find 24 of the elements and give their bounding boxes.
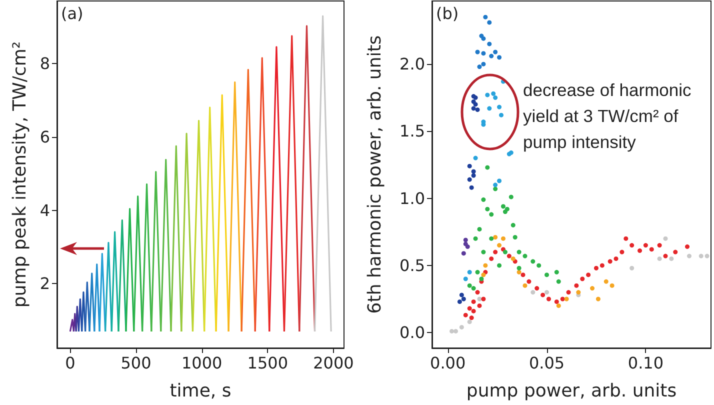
x-axis-title: time, s [170,380,232,402]
x-tick-label: 0 [65,354,76,372]
y-tick-label: 4 [40,200,50,220]
y-tick-label: 0.0 [400,323,425,342]
annotation: (b) [436,4,459,23]
y-tick-label: 6 [40,127,50,146]
y-tick-label: 2.0 [400,54,425,74]
x-tick-label: 500 [120,354,152,372]
y-axis-title: pump peak intensity, TW/cm² [9,41,30,308]
y-tick-label: 2 [40,274,50,294]
x-tick-label: 2000 [313,354,354,372]
x-tick-label: 1000 [181,354,222,372]
x-tick-label: 1500 [247,354,288,372]
x-tick-label: 0.05 [528,354,565,372]
x-tick-label: 0.10 [628,354,664,372]
y-tick-label: 1.5 [400,122,425,141]
annotation: decrease of harmonic yield at 3 TW/cm² of pump intensity [523,79,692,154]
y-tick-label: 1.0 [400,188,425,208]
x-tick-label: 0.00 [430,354,466,372]
y-axis-title: 6th harmonic power, arb. units [364,35,386,314]
x-axis-title: pump power, arb. units [466,380,677,402]
y-tick-label: 8 [40,54,50,73]
annotation: (a) [61,4,84,23]
y-tick-label: 0.5 [400,256,425,275]
